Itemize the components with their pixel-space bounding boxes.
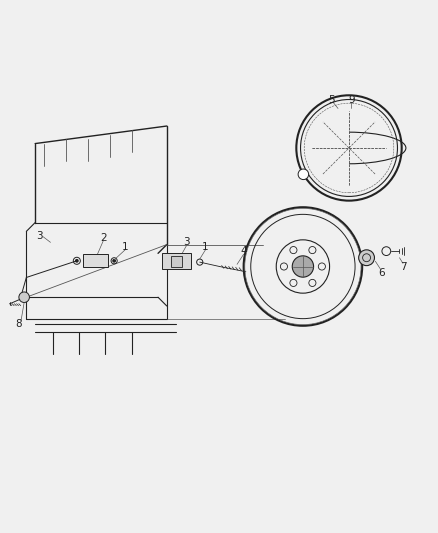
Text: 1: 1 — [201, 242, 208, 252]
Text: 6: 6 — [378, 268, 385, 278]
Text: 7: 7 — [399, 262, 406, 271]
Text: 2: 2 — [99, 233, 106, 243]
Text: 1: 1 — [121, 242, 128, 252]
Circle shape — [358, 250, 374, 265]
Text: 9: 9 — [347, 95, 354, 104]
Circle shape — [292, 256, 313, 277]
Text: 5: 5 — [327, 95, 334, 104]
Circle shape — [75, 260, 78, 262]
Circle shape — [297, 169, 308, 180]
FancyBboxPatch shape — [162, 253, 191, 269]
FancyBboxPatch shape — [171, 255, 182, 266]
Text: 3: 3 — [36, 231, 43, 241]
Text: 3: 3 — [183, 237, 190, 247]
Text: 4: 4 — [240, 246, 247, 256]
FancyBboxPatch shape — [83, 254, 107, 268]
Circle shape — [19, 292, 29, 303]
Text: 8: 8 — [15, 319, 22, 328]
Circle shape — [113, 260, 115, 262]
